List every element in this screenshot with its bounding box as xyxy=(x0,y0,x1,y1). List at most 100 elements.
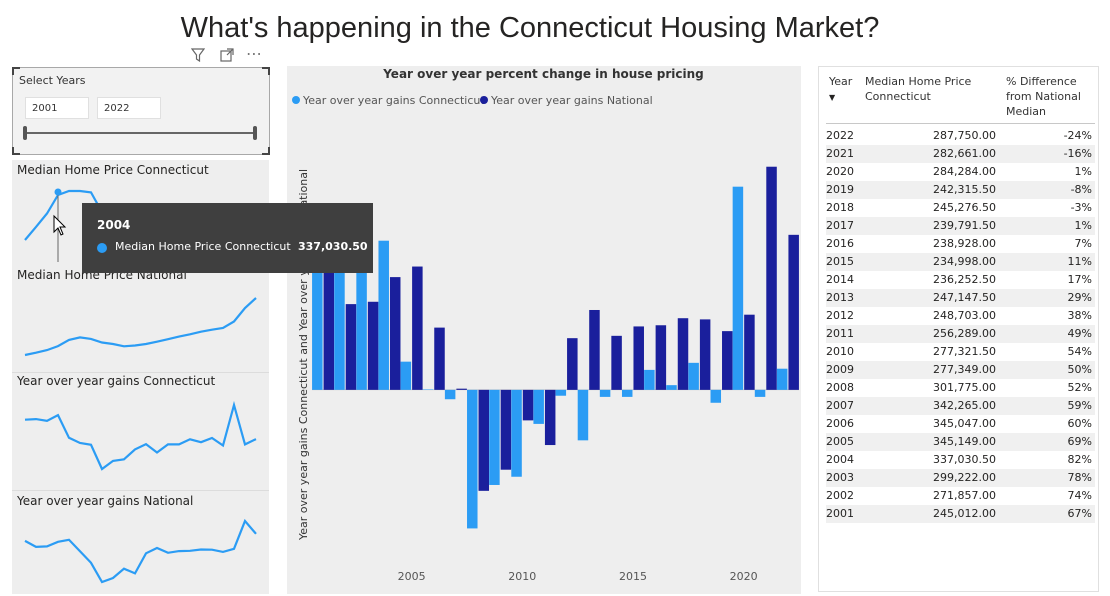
col-header-diff[interactable]: % Difference from National Median xyxy=(1006,75,1081,118)
bar-ct-2013[interactable] xyxy=(577,389,589,441)
bar-ct-2018[interactable] xyxy=(688,362,699,390)
cell-price: 287,750.00 xyxy=(933,129,996,142)
bar-ct-2015[interactable] xyxy=(621,389,633,397)
bar-national-2020[interactable] xyxy=(744,314,755,390)
table-row[interactable]: 2010 277,321.50 54% xyxy=(826,343,1095,361)
table-row[interactable]: 2011 256,289.00 49% xyxy=(826,325,1095,343)
bar-ct-2009[interactable] xyxy=(489,389,500,485)
x-tick-label: 2020 xyxy=(730,570,758,583)
start-year-input[interactable]: 2001 xyxy=(25,97,89,119)
year-slicer[interactable]: Select Years 2001 2022 xyxy=(12,67,270,155)
sort-desc-icon[interactable]: ▼ xyxy=(829,93,836,102)
bar-ct-2002[interactable] xyxy=(334,261,345,390)
bar-national-2007[interactable] xyxy=(456,388,467,390)
bar-national-2008[interactable] xyxy=(478,389,490,491)
bar-national-2015[interactable] xyxy=(633,326,644,390)
bar-national-2022[interactable] xyxy=(788,234,799,390)
bar-national-2003[interactable] xyxy=(367,301,379,390)
table-row[interactable]: 2017 239,791.50 1% xyxy=(826,217,1095,235)
bar-ct-2007[interactable] xyxy=(444,389,456,400)
bar-ct-2022[interactable] xyxy=(776,368,788,390)
table-row[interactable]: 2015 234,998.00 11% xyxy=(826,253,1095,271)
more-options-icon[interactable]: ⋯ xyxy=(246,44,262,63)
cell-price: 342,265.00 xyxy=(933,399,996,412)
divider xyxy=(12,372,269,373)
bar-national-2004[interactable] xyxy=(389,277,401,390)
cell-price: 337,030.50 xyxy=(933,453,996,466)
table-row[interactable]: 2020 284,284.00 1% xyxy=(826,163,1095,181)
bar-ct-2016[interactable] xyxy=(644,369,655,390)
bar-ct-2001[interactable] xyxy=(312,265,323,390)
table-row[interactable]: 2005 345,149.00 69% xyxy=(826,433,1095,451)
slider-start-handle[interactable] xyxy=(23,126,27,140)
bar-ct-2011[interactable] xyxy=(533,389,544,424)
bar-national-2012[interactable] xyxy=(567,338,578,390)
legend-ct-label: Year over year gains Connecticut xyxy=(303,94,485,107)
bar-national-2016[interactable] xyxy=(655,325,667,390)
table-row[interactable]: 2014 236,252.50 17% xyxy=(826,271,1095,289)
table-row[interactable]: 2009 277,349.00 50% xyxy=(826,361,1095,379)
cell-year: 2002 xyxy=(826,489,854,502)
cell-year: 2014 xyxy=(826,273,854,286)
bar-national-2018[interactable] xyxy=(699,319,711,390)
bar-national-2013[interactable] xyxy=(589,309,600,390)
table-row[interactable]: 2021 282,661.00 -16% xyxy=(826,145,1095,163)
bar-ct-2021[interactable] xyxy=(754,389,766,397)
table-row[interactable]: 2001 245,012.00 67% xyxy=(826,505,1095,523)
bar-ct-2017[interactable] xyxy=(666,385,677,390)
bar-ct-2004[interactable] xyxy=(378,240,389,390)
bar-ct-2005[interactable] xyxy=(400,361,412,390)
bar-national-2005[interactable] xyxy=(412,266,423,390)
table-row[interactable]: 2012 248,703.00 38% xyxy=(826,307,1095,325)
legend-ct-icon xyxy=(292,96,300,104)
table-row[interactable]: 2016 238,928.00 7% xyxy=(826,235,1095,253)
bar-national-2009[interactable] xyxy=(500,389,512,470)
bar-ct-2010[interactable] xyxy=(511,389,522,477)
bar-chart[interactable]: 2005 2010 2015 2020 xyxy=(287,66,801,594)
cell-diff: 67% xyxy=(1067,507,1092,520)
slider-end-handle[interactable] xyxy=(253,126,257,140)
bar-ct-2008[interactable] xyxy=(467,389,478,529)
bar-national-2017[interactable] xyxy=(677,318,689,390)
table-row[interactable]: 2002 271,857.00 74% xyxy=(826,487,1095,505)
bar-national-2014[interactable] xyxy=(611,335,622,390)
cell-price: 238,928.00 xyxy=(933,237,996,250)
bar-national-2001[interactable] xyxy=(323,272,335,390)
bar-ct-2012[interactable] xyxy=(555,389,567,396)
col-header-year[interactable]: Year xyxy=(829,75,853,88)
legend-national[interactable]: Year over year gains National xyxy=(480,94,653,107)
tooltip-value: 337,030.50 xyxy=(298,240,368,253)
cell-diff: 74% xyxy=(1067,489,1092,502)
bar-national-2019[interactable] xyxy=(722,331,733,390)
table-row[interactable]: 2018 245,276.50 -3% xyxy=(826,199,1095,217)
cell-diff: 69% xyxy=(1067,435,1092,448)
slider-track[interactable] xyxy=(25,132,257,134)
bar-national-2021[interactable] xyxy=(766,166,777,390)
table-row[interactable]: 2007 342,265.00 59% xyxy=(826,397,1095,415)
bar-ct-2014[interactable] xyxy=(599,389,611,397)
bar-ct-2019[interactable] xyxy=(710,389,722,403)
bar-ct-2003[interactable] xyxy=(356,271,367,390)
table-row[interactable]: 2003 299,222.00 78% xyxy=(826,469,1095,487)
col-header-price[interactable]: Median Home Price Connecticut xyxy=(865,75,972,103)
cell-diff: -3% xyxy=(1070,201,1092,214)
table-row[interactable]: 2006 345,047.00 60% xyxy=(826,415,1095,433)
bar-national-2010[interactable] xyxy=(522,389,534,421)
table-row[interactable]: 2019 242,315.50 -8% xyxy=(826,181,1095,199)
cell-diff: 54% xyxy=(1067,345,1092,358)
table-row[interactable]: 2008 301,775.00 52% xyxy=(826,379,1095,397)
bar-ct-2006[interactable] xyxy=(422,389,434,390)
table-row[interactable]: 2022 287,750.00 -24% xyxy=(826,127,1095,145)
bar-national-2006[interactable] xyxy=(434,327,445,390)
table-row[interactable]: 2004 337,030.50 82% xyxy=(826,451,1095,469)
bar-national-2002[interactable] xyxy=(345,304,357,390)
focus-mode-icon[interactable] xyxy=(220,48,234,66)
table-row[interactable]: 2013 247,147.50 29% xyxy=(826,289,1095,307)
legend-ct[interactable]: Year over year gains Connecticut xyxy=(292,94,485,107)
end-year-input[interactable]: 2022 xyxy=(97,97,161,119)
filter-icon[interactable] xyxy=(190,48,206,66)
bar-ct-2020[interactable] xyxy=(732,186,744,390)
bar-national-2011[interactable] xyxy=(544,389,556,446)
nat-gain-line xyxy=(24,518,257,584)
tooltip: 2004 Median Home Price Connecticut 337,0… xyxy=(82,203,373,273)
